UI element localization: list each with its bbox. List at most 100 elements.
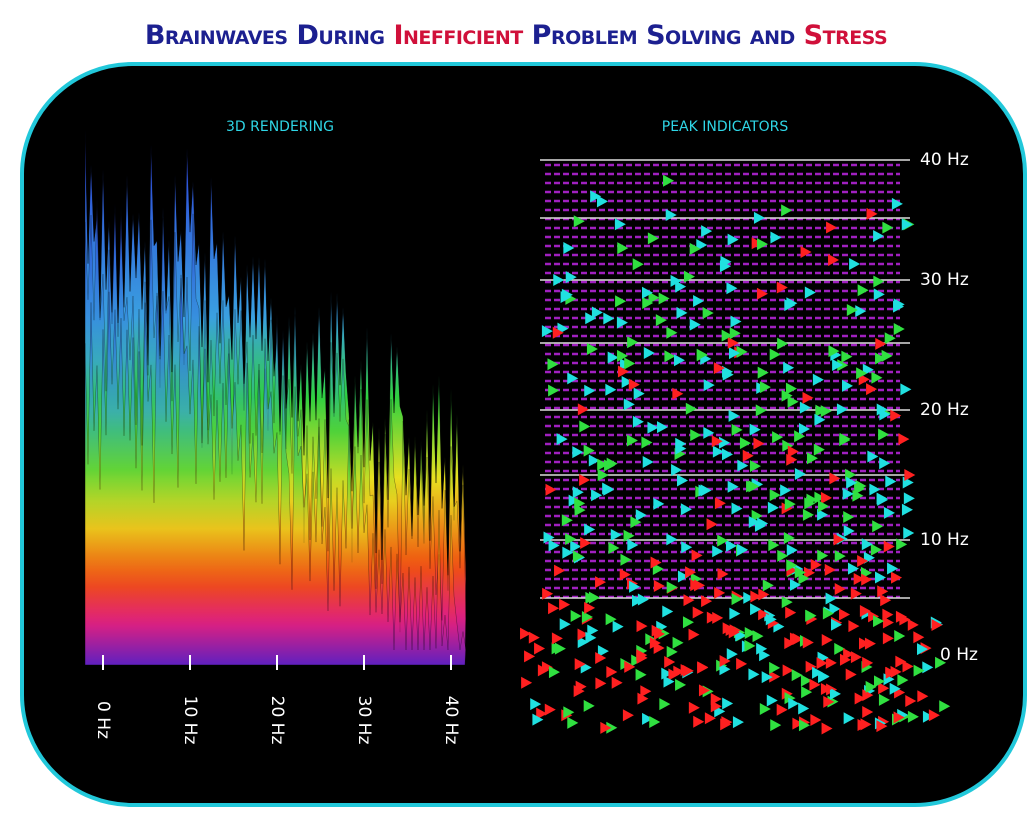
- peak-marker: [749, 460, 761, 473]
- peak-marker: [759, 702, 771, 715]
- peak-marker: [858, 637, 870, 650]
- peak-marker: [693, 715, 705, 728]
- peak-marker: [743, 591, 755, 604]
- peak-marker: [861, 538, 873, 551]
- axis-label: 20 Hz: [920, 400, 969, 420]
- peak-marker: [579, 420, 591, 433]
- peak-marker: [787, 395, 799, 408]
- peak-marker: [884, 332, 896, 345]
- peak-marker: [665, 208, 677, 221]
- peak-marker: [768, 539, 780, 552]
- peak-marker: [727, 336, 739, 349]
- peak-marker: [829, 602, 841, 615]
- peak-marker: [899, 613, 911, 626]
- peak-marker: [666, 645, 678, 658]
- peak-marker: [627, 336, 639, 349]
- peak-marker: [791, 669, 803, 682]
- peak-marker: [806, 493, 818, 506]
- peak-marker: [605, 613, 617, 626]
- peak-marker: [617, 365, 629, 378]
- peak-marker: [891, 197, 903, 210]
- peak-marker: [783, 361, 795, 374]
- peak-marker: [821, 634, 833, 647]
- title-part: Inefficient: [393, 20, 523, 51]
- peak-marker: [871, 371, 883, 384]
- peak-marker: [675, 678, 687, 691]
- peak-marker: [762, 579, 774, 592]
- peak-marker: [739, 437, 751, 450]
- peak-marker: [606, 457, 618, 470]
- peak-marker: [685, 402, 697, 415]
- axis-label: 10 Hz: [180, 696, 200, 745]
- peak-marker: [597, 645, 609, 658]
- peak-marker: [524, 650, 536, 663]
- peak-marker: [579, 474, 591, 487]
- peak-marker: [750, 603, 762, 616]
- peak-marker: [823, 695, 835, 708]
- peak-marker: [693, 295, 705, 308]
- peak-marker: [770, 231, 782, 244]
- peak-marker: [897, 674, 909, 687]
- peak-marker: [882, 608, 894, 621]
- panel-label: 3D RENDERING: [226, 119, 334, 135]
- peak-marker: [780, 484, 792, 497]
- peak-marker: [520, 627, 532, 640]
- peak-marker: [869, 483, 881, 496]
- peak-marker: [751, 509, 763, 522]
- peak-marker: [574, 497, 586, 510]
- peak-marker: [820, 405, 832, 418]
- peak-marker: [887, 562, 899, 575]
- peak-marker: [666, 533, 678, 546]
- peak-marker: [861, 573, 873, 586]
- peak-marker: [663, 675, 675, 688]
- peak-marker: [722, 368, 734, 381]
- peak-marker: [577, 636, 589, 649]
- peak-marker: [789, 632, 801, 645]
- peak-marker: [839, 653, 851, 666]
- peak-marker: [548, 384, 560, 397]
- peak-marker: [712, 545, 724, 558]
- peak-marker: [664, 656, 676, 669]
- peak-marker: [776, 281, 788, 294]
- peak-marker: [552, 326, 564, 339]
- peak-marker: [691, 549, 703, 562]
- peak-marker: [548, 602, 560, 615]
- peak-marker: [675, 280, 687, 293]
- peak-marker: [736, 657, 748, 670]
- peak-marker: [597, 195, 609, 208]
- peak-marker: [672, 387, 684, 400]
- peak-marker: [658, 292, 670, 305]
- peak-marker: [843, 648, 855, 661]
- peak-marker: [816, 657, 828, 670]
- peak-marker: [849, 258, 861, 271]
- peak-marker: [611, 676, 623, 689]
- peak-marker: [656, 421, 668, 434]
- peak-marker: [917, 690, 929, 703]
- peak-marker: [597, 469, 609, 482]
- peak-marker: [648, 291, 660, 304]
- peak-marker: [688, 628, 700, 641]
- peak-marker: [853, 573, 865, 586]
- peak-marker: [736, 345, 748, 358]
- peak-marker: [565, 271, 577, 284]
- peak-marker: [843, 712, 855, 725]
- peak-marker: [826, 221, 838, 234]
- peak-marker: [847, 562, 859, 575]
- peak-marker: [790, 578, 802, 591]
- peak-marker: [759, 381, 771, 394]
- peak-marker: [586, 342, 598, 355]
- peak-marker: [828, 253, 840, 266]
- peak-marker: [901, 503, 913, 516]
- peak-plot: 40 Hz 30 Hz 20 Hz 10 Hz 0 Hz: [520, 150, 978, 735]
- peak-marker: [890, 665, 902, 678]
- peak-marker: [688, 701, 700, 714]
- rendering: 0 Hz 10 Hz 20 Hz 30 Hz 40 Hz: [84, 130, 467, 745]
- peak-marker: [559, 598, 571, 611]
- axis-label: 0 Hz: [93, 701, 113, 739]
- peak-marker: [649, 637, 661, 650]
- peak-marker: [875, 571, 887, 584]
- peak-marker: [621, 375, 633, 388]
- peak-marker: [681, 541, 693, 554]
- peak-marker: [608, 542, 620, 555]
- peak-marker: [698, 684, 710, 697]
